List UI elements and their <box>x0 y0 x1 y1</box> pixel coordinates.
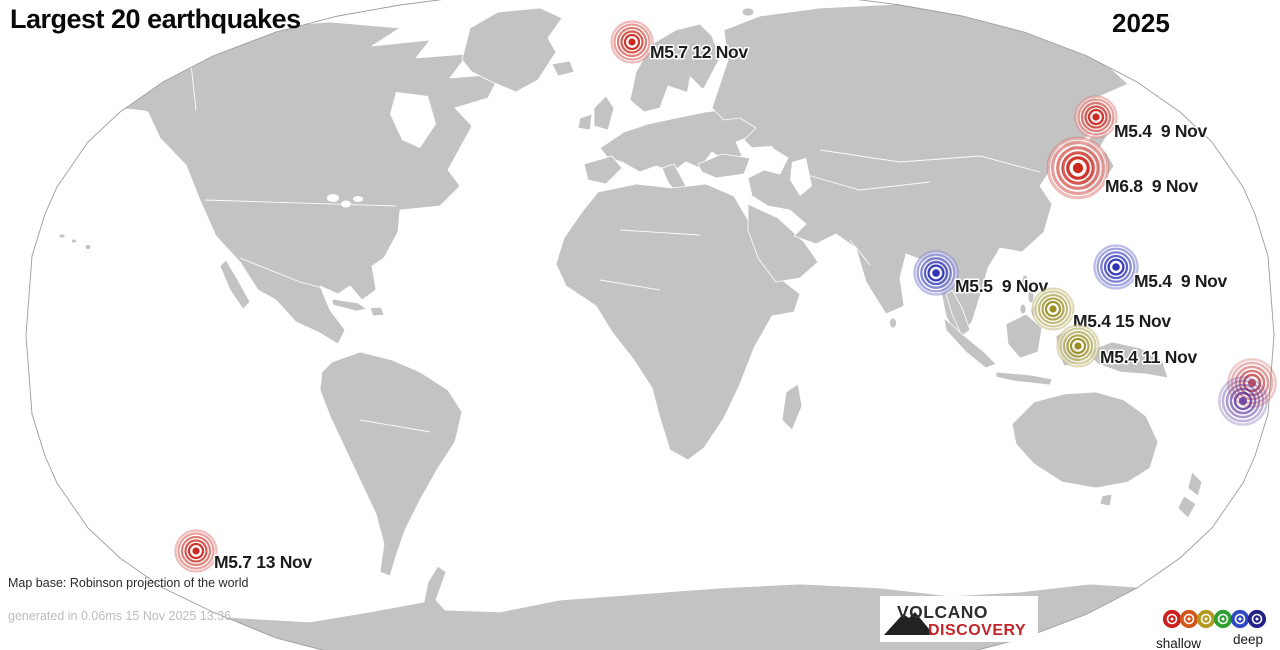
logo-text-discovery: DISCOVERY <box>928 622 1026 639</box>
depth-legend-ring <box>1185 615 1193 623</box>
north-america <box>89 21 501 345</box>
legend-deep-label: deep <box>1233 632 1263 647</box>
earthquake-marker[interactable] <box>1031 287 1075 331</box>
depth-legend-ring <box>1179 609 1199 629</box>
earthquake-marker[interactable] <box>1218 376 1268 426</box>
great-britain <box>593 95 615 131</box>
generated-note: generated in 0.06ms 15 Nov 2025 13:36 <box>8 609 232 623</box>
iberia <box>583 155 623 185</box>
new-zealand-north <box>1187 471 1203 497</box>
earthquake-markers: M5.7 12 Nov M5.4 9 Nov M6.8 9 Nov M5.5 9 No… <box>174 20 1277 574</box>
volcano-icon <box>884 612 934 635</box>
baltic-sea <box>686 76 702 110</box>
black-sea <box>742 146 778 160</box>
java <box>995 371 1053 386</box>
caspian-sea <box>790 158 812 196</box>
madagascar <box>781 383 803 431</box>
hawaii-islands <box>58 233 66 239</box>
earthquake-marker[interactable] <box>1056 324 1100 368</box>
country-borders <box>189 54 1041 433</box>
arabia <box>747 203 819 283</box>
earthquake-label: M5.4 9 Nov <box>1134 271 1228 291</box>
volcano-discovery-logo[interactable]: VOLCANO DISCOVERY <box>880 596 1038 642</box>
sri-lanka <box>889 317 897 329</box>
legend-shallow-label: shallow <box>1156 636 1201 650</box>
depth-legend-ring <box>1168 615 1176 623</box>
borneo <box>1005 313 1043 359</box>
depth-legend-ring <box>1253 615 1261 623</box>
philippines <box>1027 288 1035 304</box>
great-lakes <box>327 194 339 202</box>
depth-legend: shallow deep <box>1156 609 1267 650</box>
earthquake-label: M5.7 13 Nov <box>214 552 312 572</box>
depth-legend-rings <box>1162 609 1267 629</box>
earthquake-label: M5.5 9 Nov <box>955 276 1049 296</box>
depth-legend-ring <box>1202 615 1210 623</box>
earthquake-label: M5.4 15 Nov <box>1073 311 1171 331</box>
greenland <box>461 7 563 93</box>
iceland <box>551 60 575 77</box>
depth-legend-ring <box>1247 609 1267 629</box>
earthquake-marker[interactable] <box>1074 95 1118 139</box>
earthquake-label: M5.4 9 Nov <box>1114 121 1208 141</box>
tasmania <box>1099 493 1113 507</box>
hawaii-islands <box>71 238 77 244</box>
cuba <box>331 298 368 312</box>
turkey <box>697 153 751 179</box>
philippines <box>1021 274 1029 288</box>
earthquake-label: M6.8 9 Nov <box>1105 176 1199 196</box>
svalbard <box>741 7 755 17</box>
depth-legend-ring <box>1162 609 1182 629</box>
new-guinea <box>1085 341 1169 379</box>
south-america <box>319 351 463 577</box>
logo-text-volcano: VOLCANO <box>897 602 988 622</box>
new-zealand-south <box>1177 495 1197 519</box>
depth-legend-ring <box>1219 615 1227 623</box>
earthquake-marker[interactable] <box>174 529 218 573</box>
australia <box>1011 391 1159 489</box>
depth-legend-ring <box>1236 615 1244 623</box>
map-base-note: Map base: Robinson projection of the wor… <box>8 576 249 590</box>
page-year: 2025 <box>1112 8 1170 38</box>
hawaii-islands <box>84 244 92 250</box>
depth-legend-ring <box>1213 609 1233 629</box>
ireland <box>577 113 593 131</box>
philippines <box>1019 303 1027 315</box>
earthquake-marker[interactable] <box>610 20 654 64</box>
great-lakes <box>353 196 363 202</box>
page-title: Largest 20 earthquakes <box>10 4 301 34</box>
earthquake-marker[interactable] <box>1046 136 1110 200</box>
earthquake-label: M5.4 11 Nov <box>1100 347 1197 367</box>
africa <box>555 183 801 461</box>
map-boundary <box>25 0 1275 650</box>
sumatra <box>943 317 997 369</box>
continents <box>26 3 1271 650</box>
hudson-bay <box>390 92 436 148</box>
hispaniola <box>369 306 385 317</box>
earthquake-marker[interactable] <box>913 250 959 296</box>
baja-california <box>219 259 251 310</box>
depth-legend-ring <box>1230 609 1250 629</box>
earthquake-marker[interactable] <box>1093 244 1139 290</box>
depth-legend-ring <box>1196 609 1216 629</box>
earthquake-label: M5.7 12 Nov <box>650 42 748 62</box>
